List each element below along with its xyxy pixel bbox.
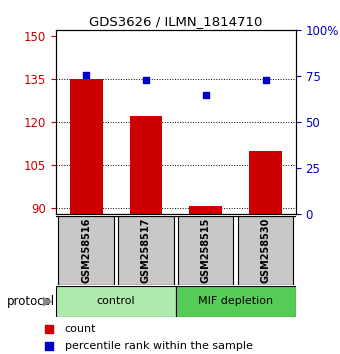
Text: protocol: protocol (7, 295, 55, 308)
Bar (249, 151, 282, 214)
Text: percentile rank within the sample: percentile rank within the sample (65, 341, 253, 351)
Point (83, 72, 89, 78)
Bar (56, 286, 176, 317)
Bar (189, 206, 222, 214)
Point (47, 343, 52, 349)
Point (143, 77, 149, 82)
Point (47, 326, 52, 331)
Bar (178, 216, 234, 285)
Text: MIF depletion: MIF depletion (198, 296, 273, 306)
Title: GDS3626 / ILMN_1814710: GDS3626 / ILMN_1814710 (89, 15, 262, 28)
Text: GSM258515: GSM258515 (201, 218, 211, 283)
Text: ▶: ▶ (43, 295, 52, 308)
Text: control: control (97, 296, 135, 306)
Text: GSM258517: GSM258517 (141, 218, 151, 283)
Text: GSM258530: GSM258530 (261, 218, 271, 283)
Point (263, 77, 269, 82)
Bar (130, 116, 163, 214)
Bar (58, 216, 114, 285)
Bar (118, 216, 173, 285)
Point (203, 92, 209, 97)
Bar (70, 79, 103, 214)
Bar (238, 216, 293, 285)
Bar (176, 286, 296, 317)
Text: count: count (65, 324, 96, 333)
Text: GSM258516: GSM258516 (81, 218, 91, 283)
